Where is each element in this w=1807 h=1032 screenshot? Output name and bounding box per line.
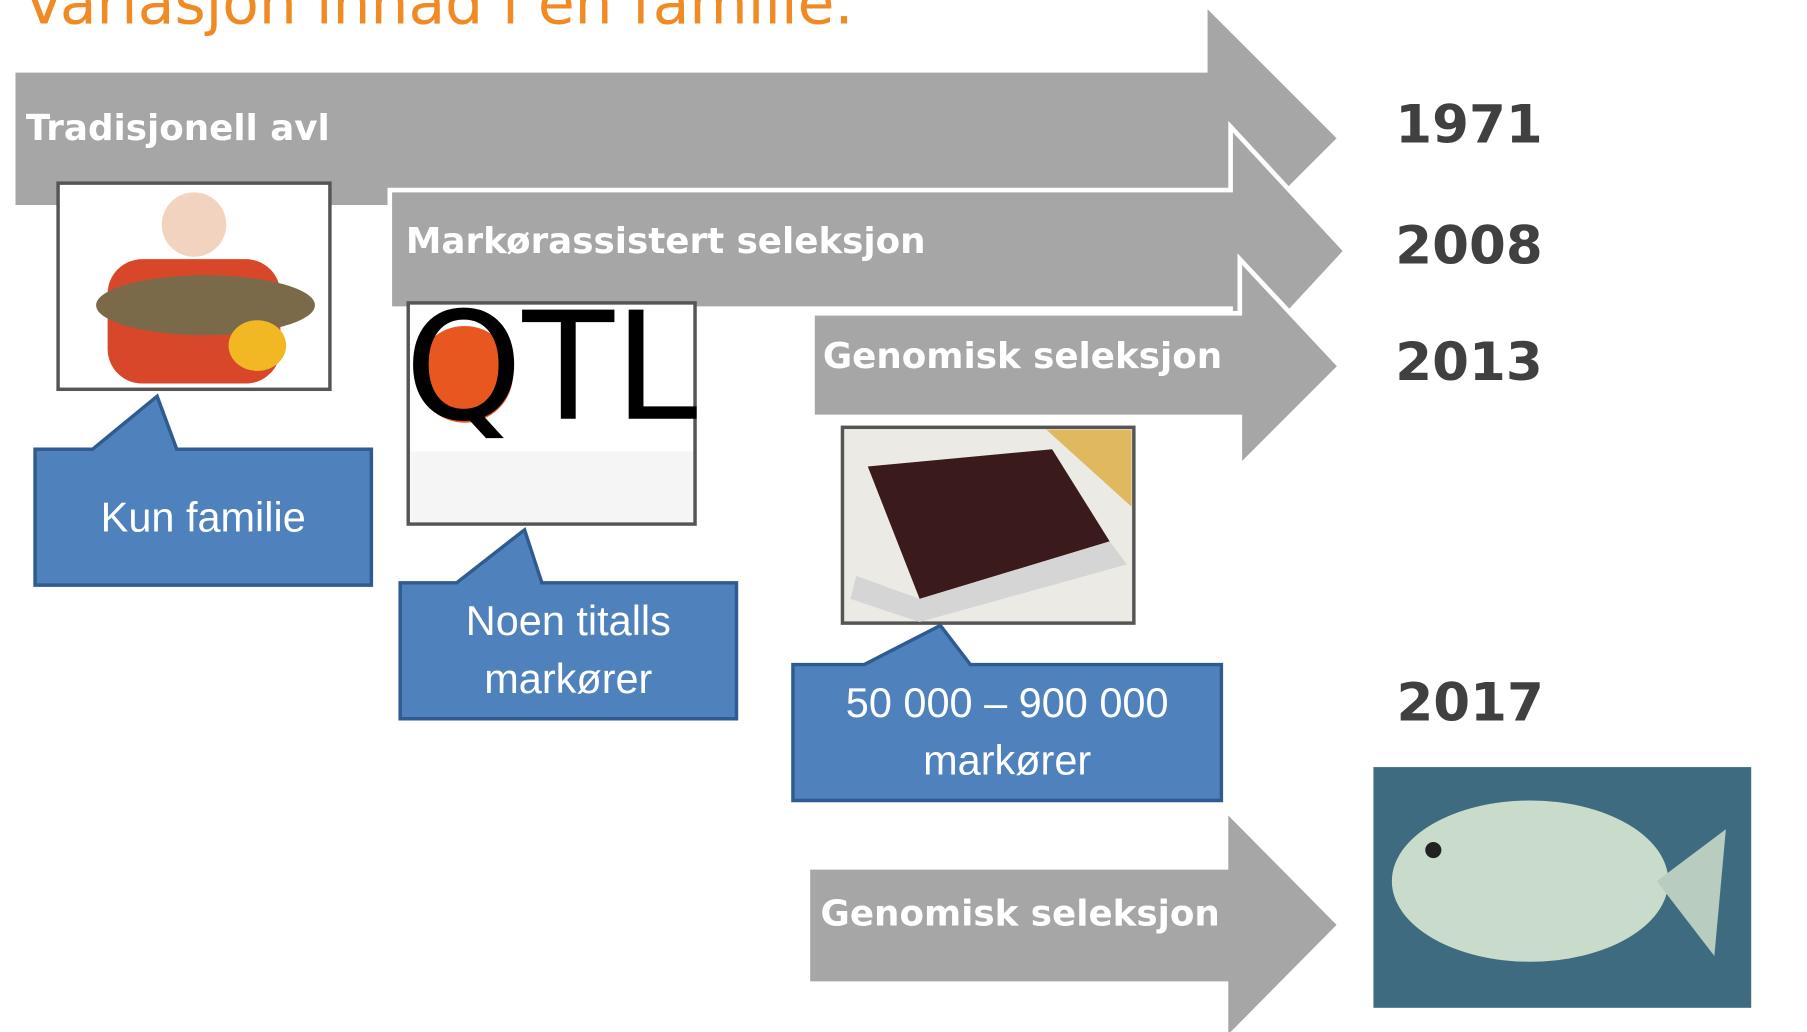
callout-text: 50 000 – 900 000 bbox=[846, 679, 1169, 726]
callout-text: markører bbox=[484, 655, 652, 702]
image-qtl: QTL bbox=[405, 281, 698, 524]
photo-fish bbox=[1373, 767, 1751, 1008]
slide: Variasjon innad i en familie. Tradisjone… bbox=[0, 0, 1807, 1032]
photo-person bbox=[58, 183, 330, 389]
arrow-label: Genomisk seleksjon bbox=[821, 894, 1220, 935]
callout: Kun familie bbox=[35, 396, 371, 585]
year: 1971 bbox=[1395, 94, 1542, 155]
callout: Noen titalls markører bbox=[400, 530, 736, 719]
year: 2017 bbox=[1396, 673, 1543, 734]
arrow-label: Tradisjonell avl bbox=[26, 108, 330, 149]
callout: 50 000 – 900 000 markører bbox=[793, 625, 1221, 800]
year: 2008 bbox=[1395, 215, 1542, 276]
photo-chip bbox=[842, 427, 1133, 623]
arrow-label: Genomisk seleksjon bbox=[823, 336, 1222, 377]
year: 2013 bbox=[1395, 332, 1542, 393]
arrow-label: Markørassistert seleksjon bbox=[406, 221, 926, 262]
callout-text: Noen titalls bbox=[466, 597, 671, 644]
title: Variasjon innad i en familie. bbox=[24, 0, 854, 39]
page: Variasjon innad i en familie. Tradisjone… bbox=[0, 0, 1807, 1032]
callout-text: Kun familie bbox=[101, 494, 306, 541]
callout-text: markører bbox=[923, 737, 1091, 784]
image-text: QTL bbox=[405, 281, 698, 455]
